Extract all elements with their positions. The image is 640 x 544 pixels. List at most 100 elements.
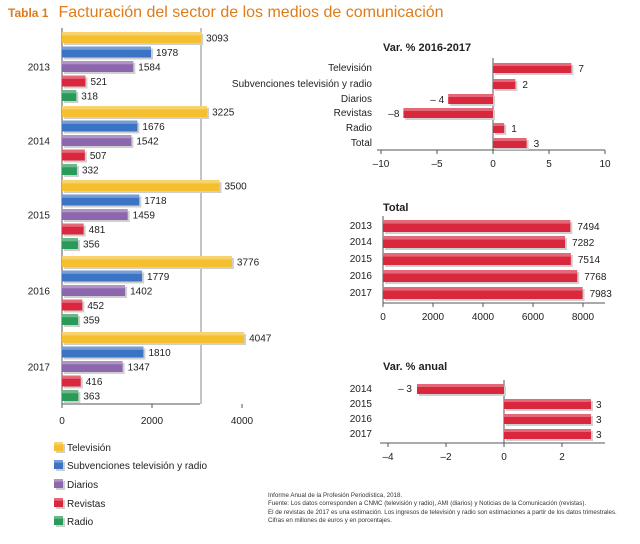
bar-shine — [62, 194, 140, 198]
bar-shine — [62, 238, 79, 242]
tick-label: –4 — [382, 452, 394, 463]
bar — [62, 46, 152, 58]
bar — [62, 299, 83, 311]
data-label: 3 — [534, 139, 540, 150]
category-label: Subvenciones televisión y radio — [232, 79, 373, 90]
bar — [62, 375, 81, 387]
category-label: Televisión — [328, 63, 372, 74]
tick-label: 0 — [490, 159, 496, 170]
chart-title: Var. % anual — [383, 361, 447, 373]
bar-shine — [504, 414, 591, 417]
bar-shine — [62, 75, 86, 79]
bar-shine — [62, 135, 132, 139]
tick-label: 6000 — [522, 312, 545, 323]
tick-label: 2000 — [422, 312, 445, 323]
data-label: 356 — [83, 240, 100, 251]
source-line: El de revistas de 2017 es una estimación… — [268, 508, 617, 516]
data-label: – 4 — [430, 95, 444, 106]
bar-shine — [504, 429, 591, 432]
bar — [493, 123, 505, 133]
legend-entry: Televisión — [67, 443, 111, 454]
category-label: 2015 — [350, 399, 373, 410]
table-header: Tabla 1 Facturación del sector de los me… — [8, 4, 444, 24]
bar — [383, 236, 566, 248]
legend-swatch — [54, 460, 63, 469]
data-label: 7983 — [590, 289, 613, 300]
bar-shine — [62, 46, 152, 50]
category-label: 2014 — [350, 237, 373, 248]
bar — [504, 399, 591, 409]
category-label: 2017 — [350, 429, 373, 440]
bar-shine — [62, 361, 123, 365]
data-label: 3093 — [206, 34, 229, 45]
bar-shine — [417, 384, 504, 387]
source-line: Fuente: Los datos corresponden a CNMC (t… — [268, 500, 587, 508]
category-label: 2016 — [350, 414, 373, 425]
legend-swatch-shine — [54, 442, 63, 445]
bar — [62, 164, 77, 175]
tick-label: 0 — [59, 416, 65, 427]
bar — [62, 314, 79, 325]
bar — [62, 209, 128, 220]
bar — [383, 287, 583, 299]
data-label: 1459 — [133, 211, 156, 222]
data-label: 3776 — [237, 258, 260, 269]
bar — [493, 138, 527, 148]
bar — [62, 61, 134, 72]
category-label: 2013 — [350, 221, 373, 232]
bar — [62, 238, 79, 249]
data-label: 7 — [578, 64, 584, 75]
data-label: 1542 — [136, 137, 159, 148]
bar-shine — [62, 106, 208, 110]
bar — [62, 390, 79, 401]
data-label: 7282 — [572, 238, 595, 249]
data-label: 3225 — [212, 108, 235, 119]
legend-swatch — [54, 442, 63, 451]
bar-shine — [493, 79, 516, 82]
tick-label: 2 — [559, 452, 565, 463]
data-label: 1584 — [138, 63, 161, 74]
tick-label: 10 — [599, 159, 611, 170]
bar — [62, 180, 220, 191]
tick-label: –10 — [373, 159, 390, 170]
data-label: 1 — [511, 124, 517, 135]
category-label: Total — [351, 138, 372, 149]
category-label: 2014 — [28, 137, 51, 148]
legend-entry: Radio — [67, 517, 94, 528]
data-label: 3 — [596, 415, 602, 426]
data-label: 4047 — [249, 334, 272, 345]
bar-shine — [62, 180, 220, 184]
category-label: Revistas — [334, 108, 372, 119]
data-label: 521 — [90, 77, 107, 88]
tick-label: –2 — [440, 452, 452, 463]
category-label: 2015 — [28, 211, 51, 222]
bar — [383, 270, 578, 282]
bar-shine — [383, 270, 578, 274]
table-tag: Tabla 1 — [8, 6, 49, 20]
data-label: 3 — [596, 430, 602, 441]
bar-shine — [62, 285, 126, 289]
bar — [383, 220, 571, 232]
bar — [383, 253, 571, 265]
data-label: 1810 — [148, 348, 171, 359]
bar — [62, 285, 126, 296]
bar-shine — [62, 61, 134, 65]
data-label: 3 — [596, 400, 602, 411]
bar — [62, 194, 140, 206]
bar-shine — [62, 270, 143, 274]
bar-shine — [383, 236, 566, 240]
data-label: 507 — [90, 151, 107, 162]
category-label: 2017 — [28, 363, 51, 374]
legend-entry: Diarios — [67, 480, 98, 491]
legend-swatch-shine — [54, 516, 63, 519]
category-label: Diarios — [341, 94, 372, 105]
bar-shine — [62, 375, 81, 379]
legend-swatch — [54, 498, 63, 507]
data-label: 1779 — [147, 272, 170, 283]
bar-shine — [383, 287, 583, 291]
chart-title: Total — [383, 202, 408, 214]
data-label: 1978 — [156, 48, 179, 59]
tick-label: 0 — [380, 312, 386, 323]
tick-label: 4000 — [231, 416, 254, 427]
